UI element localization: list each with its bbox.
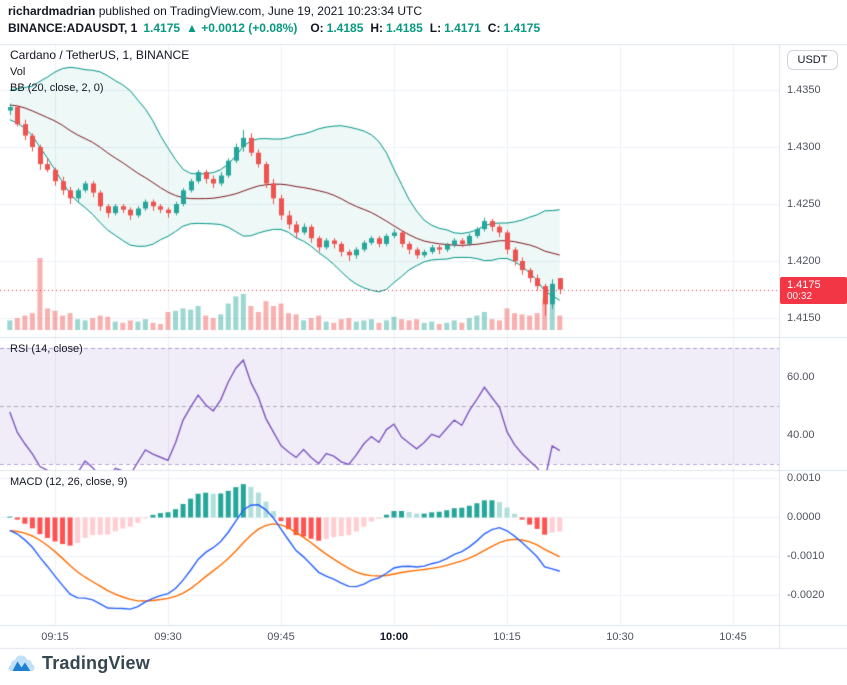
price-axis-label: 1.4350 xyxy=(787,84,821,96)
ohlc-value: 1.4171 xyxy=(444,21,481,35)
last-price-tag-value: 1.4175 xyxy=(787,278,821,291)
macd-axis-label: -0.0010 xyxy=(787,550,825,562)
ohlc-label: H: xyxy=(370,21,384,35)
header: richardmadrian published on TradingView.… xyxy=(8,3,540,35)
countdown-timer: 00:32 xyxy=(787,290,813,302)
rsi-axis-label: 40.00 xyxy=(787,429,815,441)
last-price-tag: 1.4175 00:32 xyxy=(780,276,847,304)
byline: richardmadrian published on TradingView.… xyxy=(8,3,540,19)
last-price-value: 1.4175 xyxy=(143,21,181,35)
time-axis-label: 10:30 xyxy=(606,631,634,643)
price-axis-label: 1.4300 xyxy=(787,141,821,153)
macd-axis-label: 0.0000 xyxy=(787,511,821,523)
tradingview-brand-text: TradingView xyxy=(42,653,150,673)
tradingview-logo-icon xyxy=(8,655,35,671)
ohlc-value: 1.4175 xyxy=(503,21,541,35)
time-axis-label: 09:30 xyxy=(154,631,182,643)
ohlc-readout: O: 1.4185 H: 1.4185 L: 1.4171 C: 1.4175 xyxy=(303,21,540,35)
price-axis[interactable]: 1.4350 1.4300 1.4250 1.4200 1.4150 60.00 40.00… xyxy=(779,44,847,625)
macd-legend: MACD (12, 26, close, 9) xyxy=(10,476,128,488)
ohlc-value: 1.4185 xyxy=(326,21,364,35)
symbol-interval: BINANCE:ADAUSDT, 1 xyxy=(8,21,138,35)
time-axis-label: 09:45 xyxy=(267,631,295,643)
ohlc-label: O: xyxy=(310,21,324,35)
author-name: richardmadrian xyxy=(8,4,96,18)
price-change: ▲ +0.0012 (+0.08%) xyxy=(186,21,298,35)
bb-legend: BB (20, close, 2, 0) xyxy=(10,82,104,94)
volume-legend: Vol xyxy=(10,66,26,78)
price-axis-label: 1.4200 xyxy=(787,255,821,267)
time-axis[interactable]: 09:15 09:30 09:45 10:00 10:15 10:30 10:45 xyxy=(0,625,779,648)
rsi-legend: RSI (14, close) xyxy=(10,343,83,355)
symbol-description: Cardano / TetherUS, 1, BINANCE xyxy=(10,48,190,62)
ohlc-label: L: xyxy=(429,21,442,35)
price-axis-label: 1.4150 xyxy=(787,312,821,324)
rsi-axis-label: 60.00 xyxy=(787,371,815,383)
ohlc-label: C: xyxy=(487,21,501,35)
currency-toggle-button[interactable]: USDT xyxy=(787,50,838,70)
tradingview-logo-link[interactable]: TradingView xyxy=(8,653,150,674)
byline-text: published on TradingView.com, June 19, 2… xyxy=(95,4,423,18)
time-axis-label: 10:00 xyxy=(379,631,409,643)
time-axis-label: 10:45 xyxy=(719,631,747,643)
macd-pane[interactable] xyxy=(0,470,779,625)
rsi-pane[interactable] xyxy=(0,337,779,470)
ohlc-value: 1.4185 xyxy=(386,21,423,35)
price-axis-label: 1.4250 xyxy=(787,198,821,210)
symbol-quote-line: BINANCE:ADAUSDT, 1 1.4175 ▲ +0.0012 (+0.… xyxy=(8,21,540,35)
time-axis-label: 10:15 xyxy=(493,631,521,643)
time-axis-label: 09:15 xyxy=(41,631,69,643)
macd-axis-label: -0.0020 xyxy=(787,589,825,601)
macd-axis-label: 0.0010 xyxy=(787,472,821,484)
main-legend: Cardano / TetherUS, 1, BINANCE Vol BB (2… xyxy=(10,48,189,98)
